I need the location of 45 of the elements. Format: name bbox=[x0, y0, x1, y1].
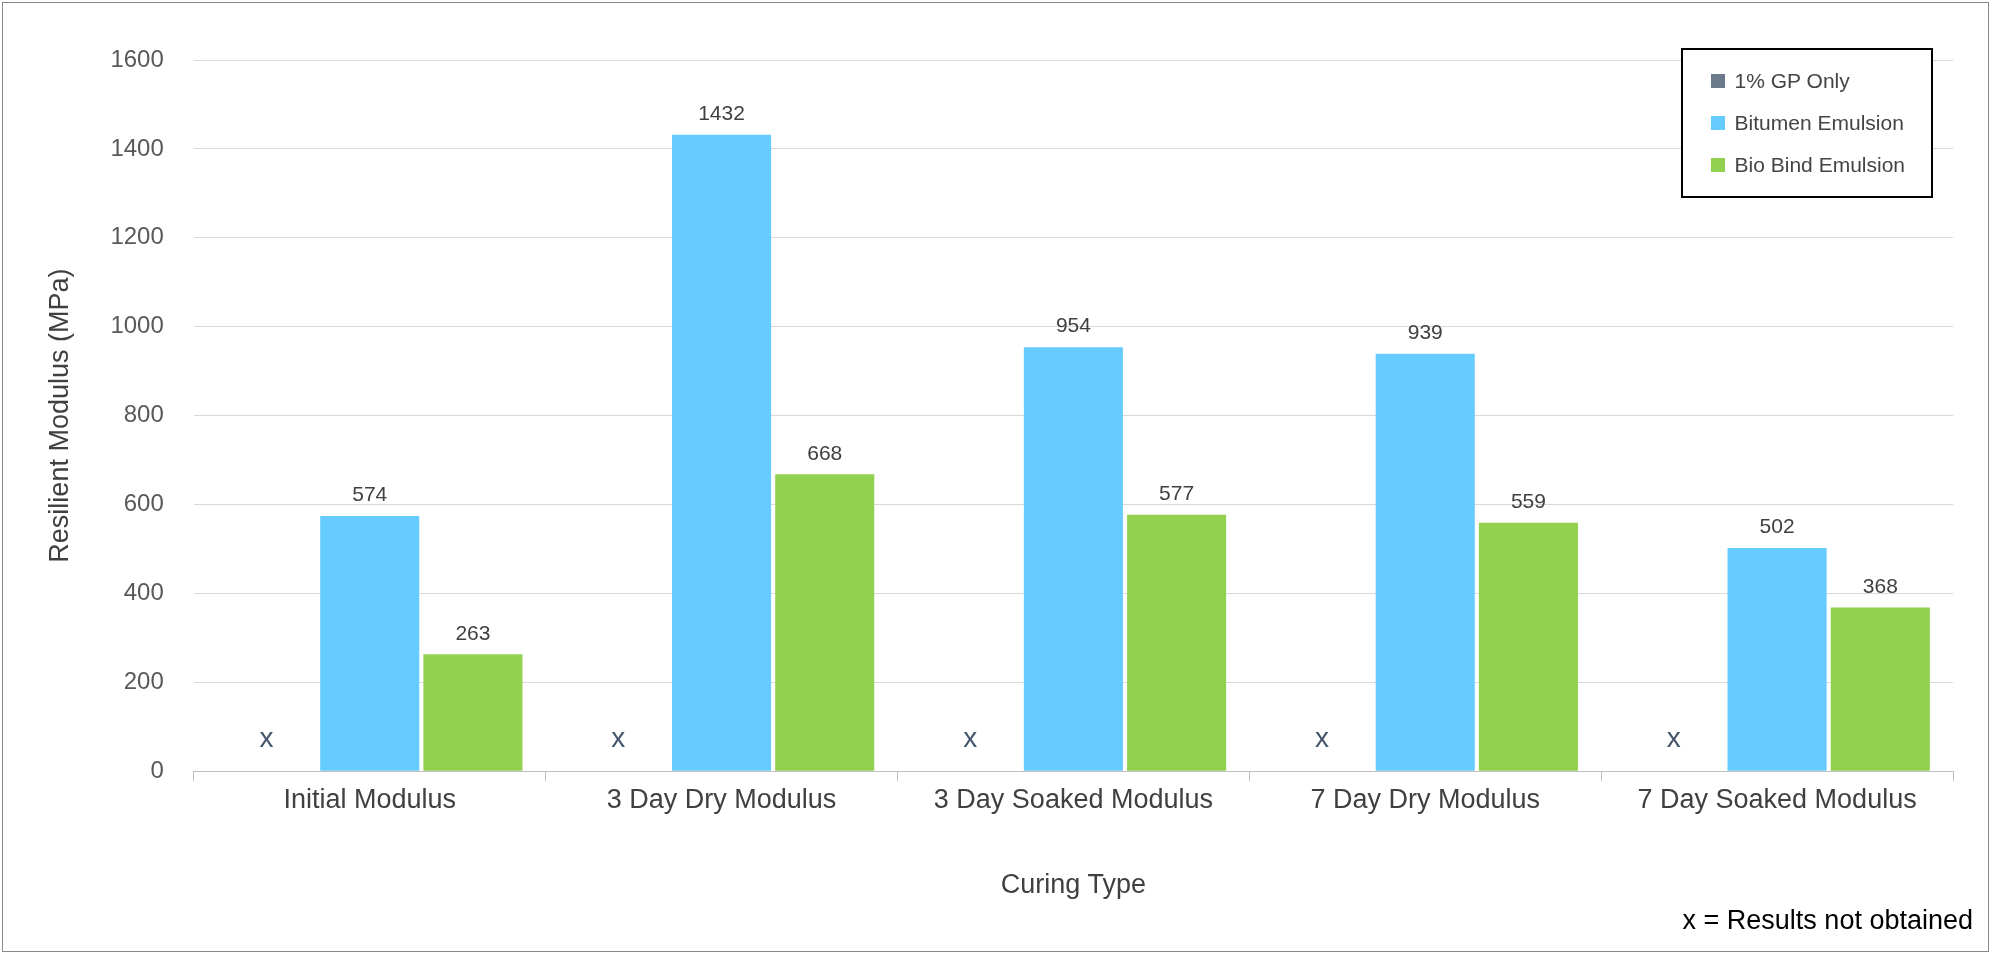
bar bbox=[1830, 607, 1930, 771]
x-tick-label: 7 Day Dry Modulus bbox=[1310, 783, 1541, 814]
bar bbox=[1727, 548, 1827, 771]
bar bbox=[775, 474, 875, 771]
data-label: 502 bbox=[1759, 514, 1795, 538]
text: x = Results not obtained bbox=[1682, 905, 1973, 936]
bar bbox=[1023, 347, 1123, 771]
y-tick-label: 1400 bbox=[110, 133, 164, 161]
text: x bbox=[611, 721, 626, 753]
bar bbox=[1127, 514, 1227, 771]
legend-label: 1% GP Only bbox=[1734, 69, 1850, 93]
data-label: 574 bbox=[352, 482, 388, 506]
bar bbox=[672, 134, 772, 771]
y-tick-label: 800 bbox=[123, 400, 164, 428]
x-tick-label: 3 Day Dry Modulus bbox=[606, 783, 837, 814]
x-tick-label: 7 Day Soaked Modulus bbox=[1637, 783, 1917, 814]
data-label: 954 bbox=[1055, 313, 1092, 337]
x-tick-label: 3 Day Soaked Modulus bbox=[933, 783, 1213, 814]
data-label: 668 bbox=[807, 440, 843, 464]
data-label: 1432 bbox=[698, 100, 745, 124]
bar bbox=[1375, 353, 1475, 771]
data-label: 939 bbox=[1407, 320, 1443, 344]
y-axis-title: Resilient Modulus (MPa) bbox=[43, 268, 74, 563]
bar bbox=[423, 654, 523, 771]
y-tick-label: 1600 bbox=[110, 44, 164, 72]
data-label: 263 bbox=[455, 620, 491, 644]
y-tick-label: 0 bbox=[150, 755, 164, 783]
y-tick-label: 1200 bbox=[110, 222, 164, 250]
data-label: 577 bbox=[1159, 481, 1195, 505]
data-label: 368 bbox=[1862, 573, 1898, 597]
data-label: 559 bbox=[1510, 489, 1546, 513]
bar bbox=[320, 516, 420, 771]
legend-label: Bitumen Emulsion bbox=[1734, 111, 1904, 135]
x-tick-label: Initial Modulus bbox=[283, 783, 457, 814]
text: x bbox=[259, 721, 274, 753]
text: x bbox=[1666, 721, 1681, 753]
x-axis-title: Curing Type bbox=[1000, 869, 1146, 900]
text: x bbox=[1315, 721, 1330, 753]
legend-label: Bio Bind Emulsion bbox=[1734, 153, 1905, 177]
y-tick-label: 600 bbox=[123, 489, 164, 517]
y-tick-label: 400 bbox=[123, 578, 164, 606]
bar bbox=[1478, 522, 1578, 771]
y-tick-label: 1000 bbox=[110, 311, 164, 339]
y-tick-label: 200 bbox=[123, 666, 164, 694]
text: x bbox=[963, 721, 978, 753]
